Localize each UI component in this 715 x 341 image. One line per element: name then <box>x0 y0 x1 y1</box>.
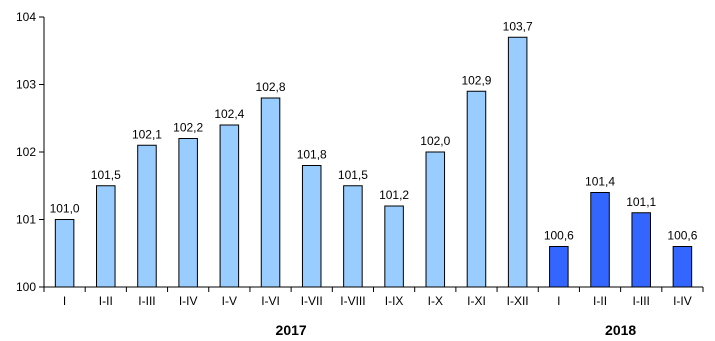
y-tick-label: 102 <box>16 145 36 159</box>
x-tick-label: I-II <box>593 294 607 308</box>
bar <box>466 90 487 288</box>
bar <box>301 165 322 288</box>
bar-value-label: 101,5 <box>338 168 368 182</box>
bar-value-label: 102,0 <box>420 134 450 148</box>
x-tick-label: I-VIII <box>340 294 365 308</box>
y-tick-label: 100 <box>16 280 36 294</box>
x-tick-label: I <box>63 294 66 308</box>
x-tick-label: I-V <box>222 294 237 308</box>
y-tick-label: 103 <box>16 78 36 92</box>
bar <box>343 185 363 288</box>
x-tick-label: I-IV <box>673 294 692 308</box>
bar-value-label: 100,6 <box>544 229 574 243</box>
bar <box>137 144 157 288</box>
x-tick-label: I-VII <box>301 294 323 308</box>
bar-value-label: 102,9 <box>461 73 491 87</box>
bar-value-label: 103,7 <box>503 19 533 33</box>
bar <box>631 212 651 288</box>
group-label: 2018 <box>605 322 636 338</box>
group-label: 2017 <box>276 322 307 338</box>
bars <box>54 36 693 288</box>
bar <box>219 124 240 288</box>
bar-value-label: 100,6 <box>667 229 697 243</box>
bar <box>54 219 75 288</box>
bar-value-label: 101,5 <box>91 168 121 182</box>
bar <box>178 138 198 288</box>
x-tick-label: I-IX <box>385 294 404 308</box>
bar <box>96 185 116 288</box>
bar-value-label: 102,1 <box>132 127 162 141</box>
bar <box>672 246 693 288</box>
x-tick-label: I-X <box>428 294 443 308</box>
x-tick-label: I-IV <box>179 294 198 308</box>
bar-value-label: 102,2 <box>173 121 203 135</box>
labels: 100101102103104101,0I101,5I-II102,1I-III… <box>16 10 698 338</box>
x-tick-label: I-XI <box>467 294 486 308</box>
x-tick-label: I-VI <box>261 294 280 308</box>
x-tick-label: I-XII <box>507 294 529 308</box>
y-tick-label: 104 <box>16 10 36 24</box>
bar-value-label: 101,4 <box>585 175 615 189</box>
bar-value-label: 102,8 <box>256 80 286 94</box>
bar <box>590 192 610 288</box>
x-tick-label: I-II <box>99 294 113 308</box>
bar-value-label: 101,8 <box>297 148 327 162</box>
bar-value-label: 101,1 <box>626 195 656 209</box>
bar <box>384 205 404 288</box>
bar-value-label: 101,2 <box>379 188 409 202</box>
bar <box>549 246 569 288</box>
y-tick-label: 101 <box>16 213 36 227</box>
x-tick-label: I-III <box>633 294 650 308</box>
bar <box>425 151 446 288</box>
bar-value-label: 101,0 <box>50 202 80 216</box>
bar <box>260 97 281 288</box>
x-tick-label: I <box>557 294 560 308</box>
bar-value-label: 102,4 <box>214 107 244 121</box>
x-tick-label: I-III <box>138 294 155 308</box>
bar <box>507 36 528 288</box>
